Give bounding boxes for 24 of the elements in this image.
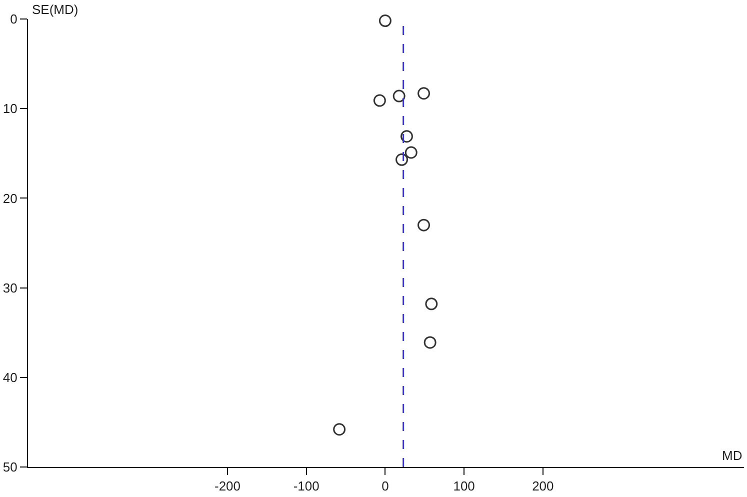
point — [418, 218, 430, 232]
point — [392, 90, 406, 102]
x-axis-title: MD — [722, 448, 742, 463]
x-tick-label: 200 — [532, 478, 554, 494]
y-tick-label: 50 — [2, 460, 18, 475]
point — [418, 87, 430, 100]
point — [333, 423, 346, 436]
y-tick-label: 10 — [2, 101, 18, 116]
x-tick-label: 100 — [453, 478, 475, 494]
point — [424, 336, 436, 349]
point — [425, 298, 438, 310]
x-tick-label: -200 — [214, 478, 241, 494]
y-tick-label: 40 — [2, 370, 18, 385]
x-tick-label: -100 — [293, 478, 320, 494]
y-tick-label: 20 — [2, 190, 18, 206]
y-tick-label: 0 — [10, 12, 18, 27]
y-tick-label: 30 — [2, 280, 18, 296]
point — [373, 94, 386, 107]
point — [404, 146, 418, 159]
x-tick-label: 0 — [382, 478, 389, 494]
point — [378, 14, 392, 28]
y-axis-title: SE(MD) — [32, 2, 78, 17]
point — [396, 153, 408, 166]
point — [400, 130, 413, 143]
